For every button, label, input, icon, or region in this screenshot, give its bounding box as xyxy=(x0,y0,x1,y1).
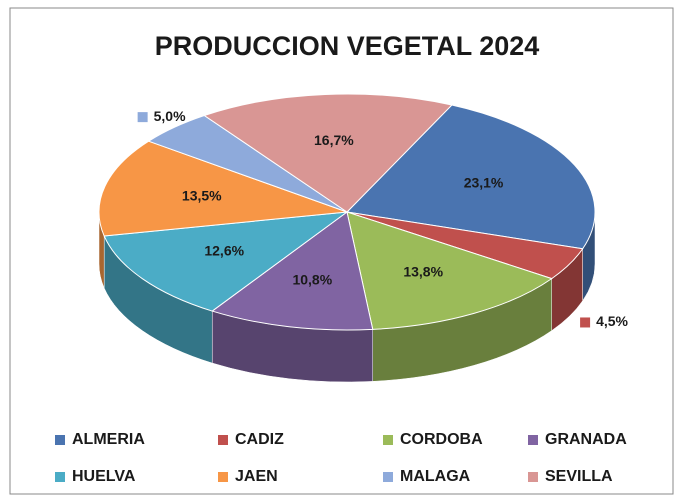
legend-label: MALAGA xyxy=(400,468,471,485)
legend-swatch xyxy=(528,435,538,445)
legend-label: JAEN xyxy=(235,468,278,485)
legend-swatch xyxy=(218,435,228,445)
legend-swatch xyxy=(528,472,538,482)
legend-swatch xyxy=(383,472,393,482)
data-label: 10,8% xyxy=(292,272,332,288)
data-label: 4,5% xyxy=(596,313,628,329)
label-marker xyxy=(137,112,148,123)
legend-label: CORDOBA xyxy=(400,431,483,448)
label-marker xyxy=(580,317,591,328)
data-label: 13,5% xyxy=(182,187,222,203)
data-label: 5,0% xyxy=(154,108,186,124)
data-label: 12,6% xyxy=(204,243,244,259)
slice xyxy=(346,211,553,330)
legend-label: ALMERIA xyxy=(72,431,145,448)
data-label: 16,7% xyxy=(314,132,354,148)
slice xyxy=(203,93,453,213)
legend-label: GRANADA xyxy=(545,431,627,448)
legend-swatch xyxy=(218,472,228,482)
slice xyxy=(98,140,348,237)
slice xyxy=(103,211,349,312)
legend-swatch xyxy=(55,435,65,445)
legend-swatch xyxy=(383,435,393,445)
legend-label: SEVILLA xyxy=(545,468,613,485)
slice xyxy=(345,104,596,250)
chart-title: PRODUCCION VEGETAL 2024 xyxy=(155,31,540,61)
data-label: 23,1% xyxy=(464,175,504,191)
legend-label: CADIZ xyxy=(235,431,284,448)
data-label: 13,8% xyxy=(403,264,443,280)
slice xyxy=(211,211,374,331)
legend-label: HUELVA xyxy=(72,468,136,485)
legend-swatch xyxy=(55,472,65,482)
